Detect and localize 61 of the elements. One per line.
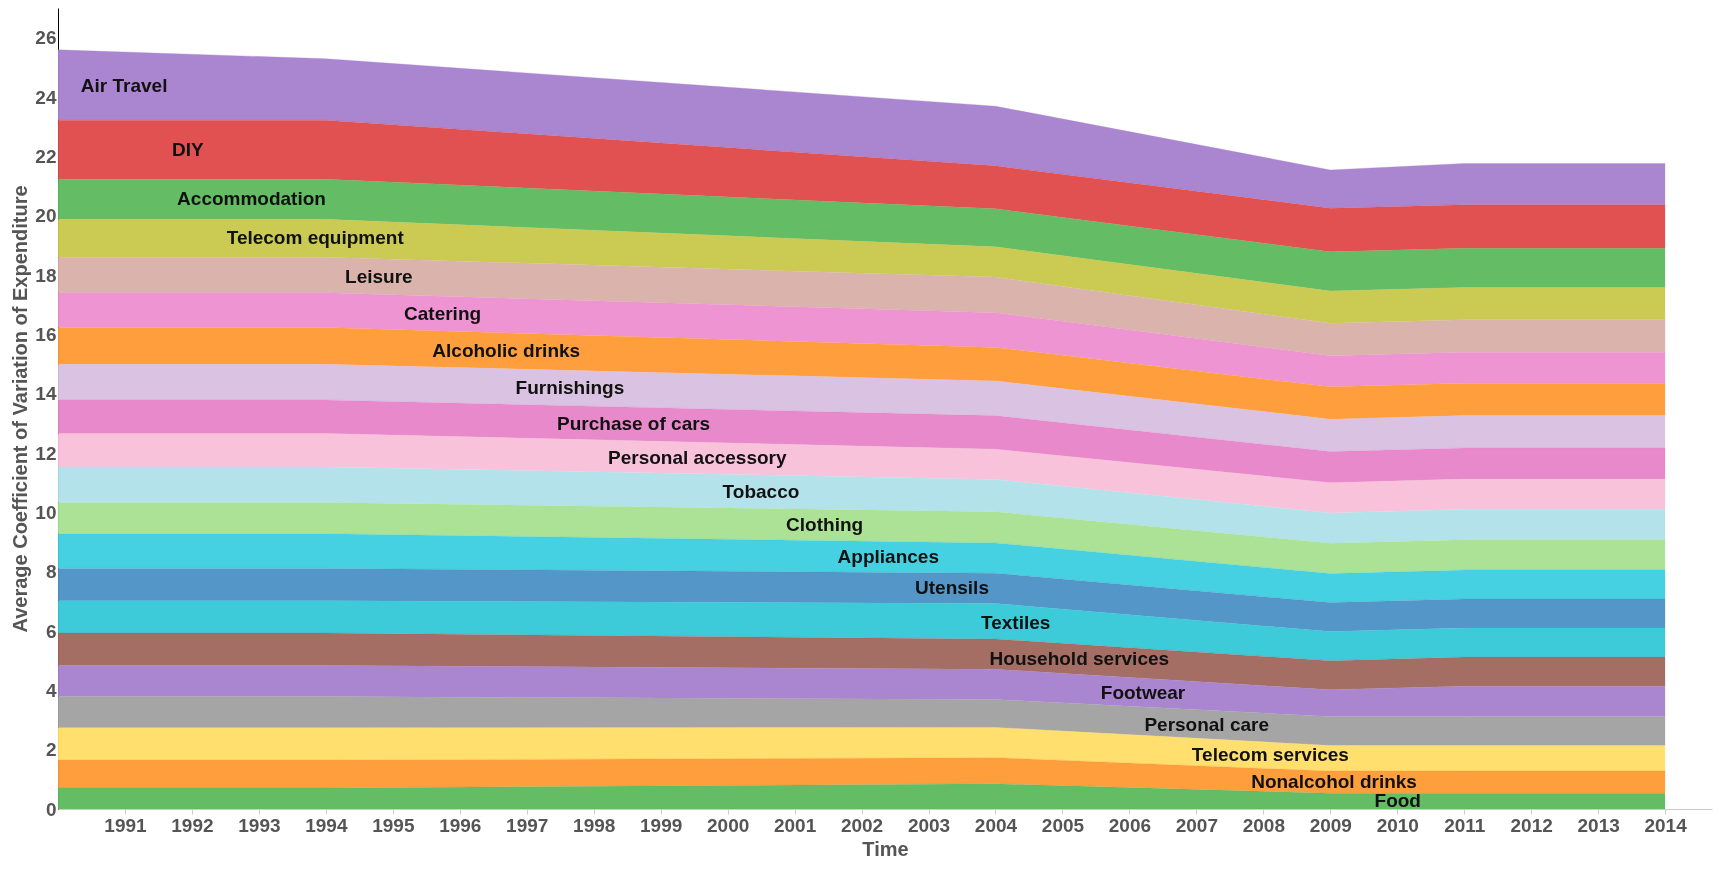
x-tick-label: 1993 [238,814,281,836]
x-tick-label: 2003 [907,814,951,836]
y-tick-label: 16 [35,323,57,345]
x-tick-label: 2007 [1175,814,1219,836]
x-tick-label: 1995 [372,814,415,836]
series-label: Leisure [345,265,413,287]
series-label: Purchase of cars [557,412,711,434]
x-tick-label: 2000 [706,814,750,836]
x-tick-label: 1997 [506,814,549,836]
series-label: Utensils [915,577,989,599]
x-tick-label: 2013 [1577,814,1620,836]
series-label: Catering [404,302,482,324]
series-label: Accommodation [177,188,326,210]
series-label: Tobacco [722,480,800,502]
series-label: Footwear [1100,681,1186,703]
y-tick-label: 12 [35,442,57,464]
x-tick-label: 1991 [104,814,148,836]
x-tick-label: 2014 [1644,814,1688,836]
series-label: Furnishings [515,376,625,398]
series-label: Alcoholic drinks [432,339,581,361]
x-tick-label: 1994 [305,814,348,836]
x-tick-label: 2009 [1309,814,1352,836]
series-label: Air Travel [80,75,168,97]
x-tick-label: 2008 [1242,814,1285,836]
x-tick-label: 2005 [1041,814,1085,836]
y-tick-label: 2 [45,739,57,761]
x-tick-label: 2002 [840,814,884,836]
x-tick-label: 2011 [1444,814,1486,836]
x-tick-label: 2004 [974,814,1018,836]
y-axis-title: Average Coefficient of Variation of Expenditure [9,185,32,633]
series-label: Telecom services [1191,744,1349,766]
series-label: Textiles [980,611,1051,633]
y-tick-label: 26 [35,27,57,49]
x-tick-label: 2001 [773,814,817,836]
y-tick-label: 6 [45,620,57,642]
y-tick-label: 4 [45,679,57,701]
x-tick-label: 1996 [439,814,482,836]
x-tick-label: 1992 [171,814,214,836]
x-tick-label: 2010 [1376,814,1419,836]
series-label: DIY [172,138,204,160]
y-tick-label: 22 [35,145,57,167]
series-label: Personal accessory [608,447,787,468]
series-label: Food [1374,790,1421,812]
y-tick-label: 20 [35,205,57,227]
series-label: Nonalcohol drinks [1251,771,1417,793]
y-tick-label: 10 [35,501,57,523]
y-tick-label: 24 [35,86,57,108]
series-label: Personal care [1144,713,1270,735]
x-tick-label: 2006 [1108,814,1152,836]
series-label: Clothing [786,513,864,535]
y-tick-label: 18 [35,264,57,286]
x-tick-label: 1998 [573,814,616,836]
x-axis-title: Time [862,837,909,860]
y-tick-label: 14 [35,383,57,405]
series-label: Telecom equipment [226,227,405,249]
x-tick-label: 2012 [1510,814,1553,836]
x-tick-label: 1999 [640,814,683,836]
y-tick-label: 8 [45,561,57,583]
series-label: Household services [989,648,1170,670]
y-tick-label: 0 [45,798,57,820]
series-label: Appliances [837,545,939,567]
